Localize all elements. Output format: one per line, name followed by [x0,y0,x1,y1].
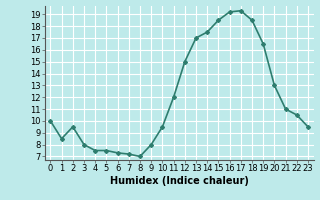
X-axis label: Humidex (Indice chaleur): Humidex (Indice chaleur) [110,176,249,186]
